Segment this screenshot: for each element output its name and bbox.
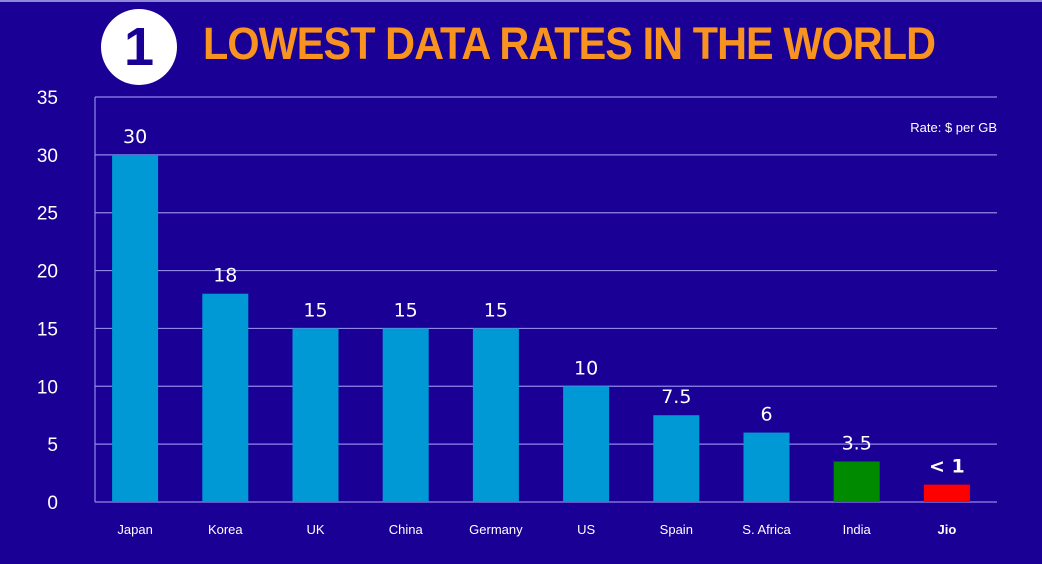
chart-title: LOWEST DATA RATES IN THE WORLD xyxy=(203,18,936,69)
x-tick-label: Japan xyxy=(117,522,152,537)
bar-jio xyxy=(923,484,970,502)
bar-germany xyxy=(472,328,519,502)
data-label: 18 xyxy=(213,265,237,287)
y-tick-label: 15 xyxy=(37,319,58,340)
x-tick-label: India xyxy=(843,522,872,537)
x-tick-label: Spain xyxy=(660,522,693,537)
bar-us xyxy=(563,386,610,502)
y-tick-label: 30 xyxy=(37,146,58,167)
bar-india xyxy=(833,461,880,502)
data-label: 3.5 xyxy=(842,433,872,455)
data-label: 10 xyxy=(574,357,598,379)
bar-uk xyxy=(292,328,339,502)
data-label: 15 xyxy=(303,299,327,321)
y-tick-label: 20 xyxy=(37,262,58,283)
y-tick-label: 0 xyxy=(47,493,58,514)
rate-annotation: Rate: $ per GB xyxy=(910,120,997,135)
y-tick-label: 35 xyxy=(37,88,58,109)
y-tick-label: 5 xyxy=(47,435,58,456)
bar-china xyxy=(382,328,429,502)
data-label: < 1 xyxy=(929,456,965,478)
x-tick-label: Korea xyxy=(208,522,243,537)
top-border xyxy=(0,0,1042,2)
data-label: 15 xyxy=(394,299,418,321)
x-tick-label: Jio xyxy=(938,522,957,537)
data-label: 30 xyxy=(123,126,147,148)
x-tick-label: US xyxy=(577,522,595,537)
bar-spain xyxy=(653,415,700,502)
bar-japan xyxy=(112,154,159,502)
data-label: 6 xyxy=(760,404,772,426)
data-label: 7.5 xyxy=(661,386,691,408)
bar-s-africa xyxy=(743,432,790,502)
y-tick-label: 10 xyxy=(37,377,58,398)
x-tick-label: China xyxy=(389,522,424,537)
number-badge: 1 xyxy=(101,9,177,85)
x-tick-label: UK xyxy=(306,522,324,537)
bar-korea xyxy=(202,293,249,502)
x-tick-label: Germany xyxy=(469,522,523,537)
data-label: 15 xyxy=(484,299,508,321)
x-tick-label: S. Africa xyxy=(742,522,791,537)
y-tick-label: 25 xyxy=(37,204,58,225)
